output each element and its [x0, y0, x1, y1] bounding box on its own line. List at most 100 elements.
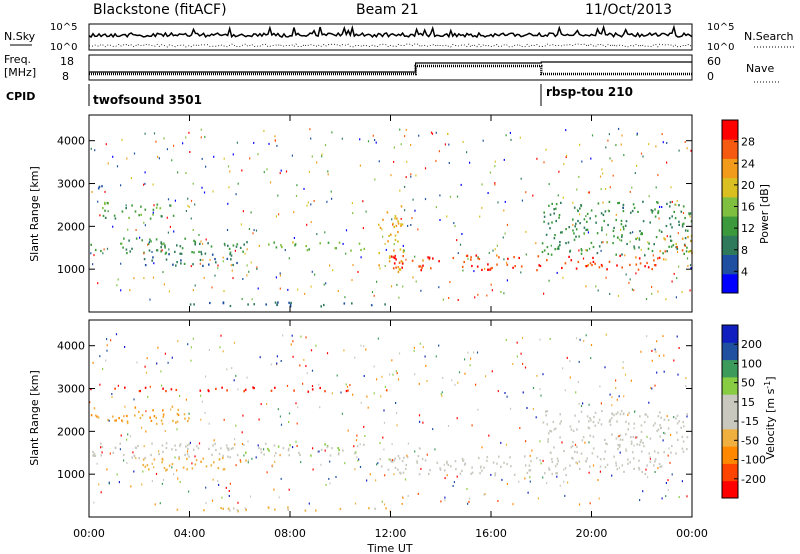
- echo-cell: [529, 480, 531, 483]
- echo-cell: [471, 471, 474, 474]
- echo-cell: [605, 233, 608, 236]
- echo-cell: [611, 159, 613, 162]
- echo-cell: [172, 419, 174, 422]
- echo-cell: [448, 143, 450, 146]
- echo-cell: [564, 494, 566, 497]
- echo-cell: [282, 447, 285, 450]
- echo-cell: [667, 427, 670, 430]
- echo-cell: [164, 244, 166, 247]
- echo-cell: [575, 337, 578, 340]
- echo-cell: [631, 186, 633, 189]
- echo-cell: [387, 240, 389, 243]
- echo-cell: [488, 434, 490, 437]
- echo-cell: [323, 303, 325, 307]
- echo-cell: [257, 153, 259, 156]
- echo-cell: [294, 244, 296, 247]
- echo-cell: [685, 250, 688, 253]
- echo-cell: [395, 402, 397, 404]
- echo-cell: [319, 406, 321, 409]
- echo-cell: [205, 486, 207, 489]
- echo-cell: [661, 206, 663, 208]
- echo-cell: [175, 421, 177, 424]
- echo-cell: [665, 298, 667, 301]
- echo-cell: [158, 157, 160, 160]
- echo-cell: [604, 210, 607, 213]
- echo-cell: [225, 486, 227, 489]
- echo-cell: [379, 267, 381, 270]
- echo-cell: [374, 139, 376, 141]
- echo-cell: [246, 248, 248, 251]
- echo-cell: [639, 415, 641, 418]
- echo-cell: [179, 443, 182, 446]
- echo-cell: [175, 388, 178, 392]
- echo-cell: [492, 461, 495, 464]
- echo-cell: [590, 357, 592, 360]
- echo-cell: [248, 270, 250, 273]
- echo-cell: [585, 228, 587, 231]
- echo-cell: [141, 426, 143, 429]
- echo-cell: [144, 182, 146, 185]
- echo-cell: [396, 217, 398, 220]
- echo-cell: [151, 442, 153, 445]
- echo-cell: [456, 195, 459, 198]
- echo-cell: [505, 443, 508, 446]
- echo-cell: [624, 373, 627, 376]
- echo-cell: [170, 408, 172, 411]
- echo-cell: [248, 228, 250, 230]
- echo-cell: [461, 233, 463, 235]
- echo-cell: [681, 223, 684, 226]
- echo-cell: [418, 414, 421, 417]
- echo-cell: [577, 260, 580, 264]
- echo-cell: [639, 499, 641, 502]
- echo-cell: [585, 460, 588, 463]
- echo-cell: [632, 457, 635, 460]
- echo-cell: [97, 416, 100, 419]
- echo-cell: [602, 241, 604, 244]
- power-ylabel: Slant Range [km]: [28, 166, 41, 262]
- echo-cell: [465, 254, 468, 258]
- echo-cell: [467, 351, 469, 354]
- echo-cell: [186, 450, 189, 453]
- echo-cell: [547, 438, 549, 441]
- echo-cell: [382, 436, 384, 439]
- echo-cell: [573, 238, 576, 241]
- echo-cell: [400, 472, 402, 475]
- echo-cell: [646, 464, 648, 467]
- echo-cell: [263, 171, 265, 174]
- echo-cell: [666, 415, 668, 418]
- echo-cell: [253, 387, 255, 390]
- echo-cell: [402, 496, 404, 499]
- echo-cell: [247, 459, 249, 462]
- echo-cell: [595, 285, 597, 288]
- echo-cell: [374, 507, 376, 510]
- echo-cell: [676, 414, 679, 417]
- echo-cell: [114, 419, 116, 422]
- echo-cell: [684, 141, 686, 143]
- echo-cell: [219, 457, 221, 460]
- echo-cell: [630, 436, 632, 439]
- echo-cell: [393, 473, 395, 476]
- echo-cell: [449, 195, 452, 198]
- echo-cell: [635, 436, 637, 439]
- echo-cell: [414, 450, 416, 453]
- echo-cell: [399, 189, 401, 192]
- echo-cell: [174, 456, 176, 459]
- echo-cell: [608, 420, 611, 423]
- echo-cell: [390, 460, 393, 463]
- echo-cell: [203, 191, 206, 194]
- echo-cell: [448, 162, 450, 164]
- echo-cell: [359, 164, 361, 167]
- echo-cell: [188, 412, 190, 415]
- echo-cell: [498, 256, 500, 259]
- echo-cell: [176, 428, 178, 431]
- echo-cell: [687, 235, 689, 239]
- echo-cell: [121, 242, 123, 245]
- echo-cell: [531, 449, 533, 452]
- echo-cell: [670, 433, 672, 436]
- echo-cell: [119, 442, 121, 445]
- echo-cell: [142, 470, 144, 473]
- echo-cell: [187, 204, 189, 207]
- echo-cell: [246, 241, 248, 244]
- ytick-label: 1000: [57, 263, 85, 276]
- echo-cell: [666, 142, 668, 144]
